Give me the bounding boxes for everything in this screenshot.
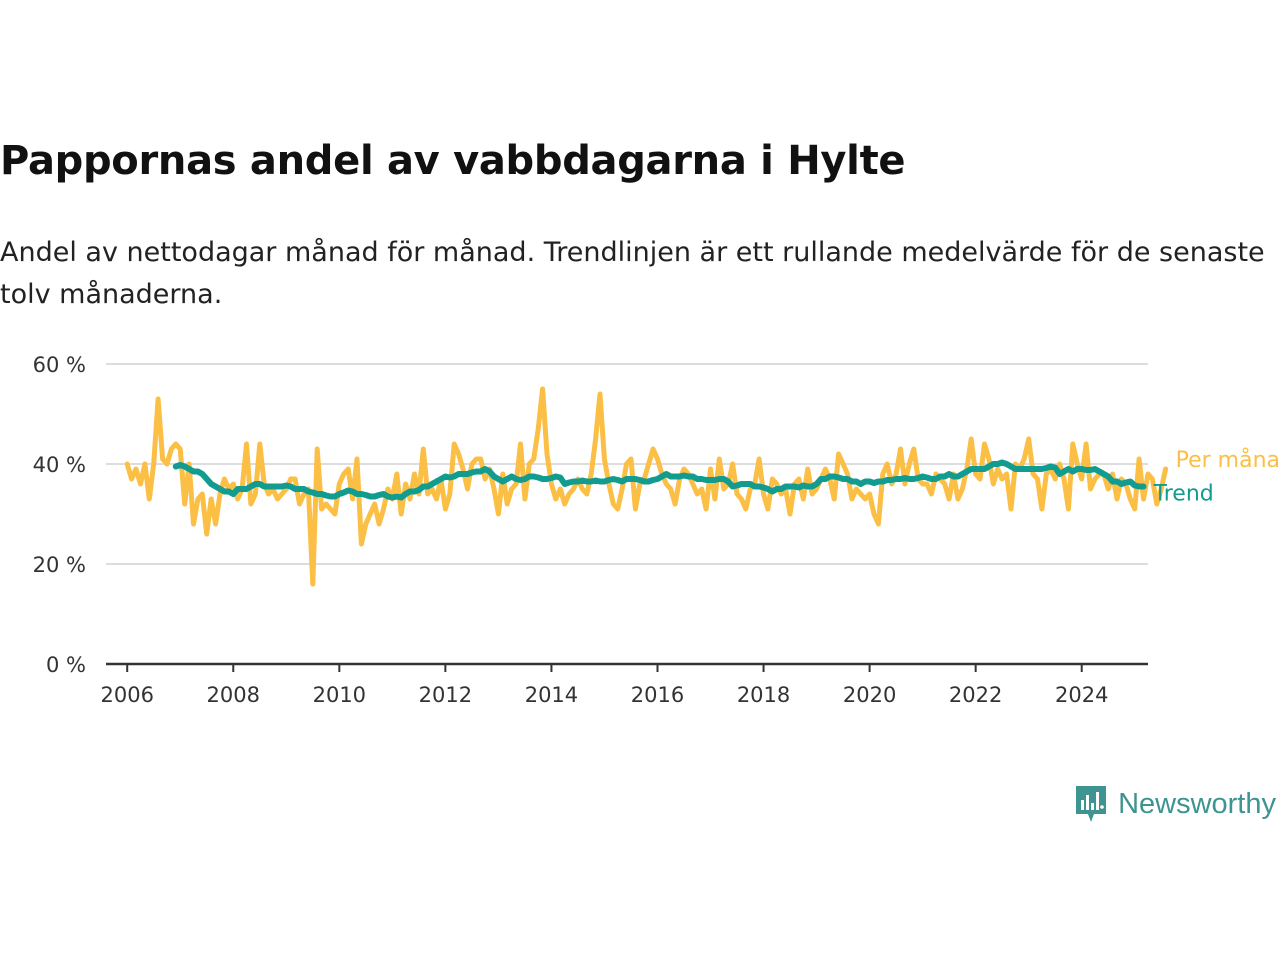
x-tick-label-2020: 2020 — [843, 683, 896, 707]
series-line-trend — [172, 459, 1147, 501]
line-chart: 0 % 20 % 40 % 60 % 2006 2008 2010 2012 2014 2016 2… — [33, 353, 1280, 707]
newsworthy-logo-icon — [1074, 784, 1108, 824]
x-tick-label-2008: 2008 — [207, 683, 260, 707]
y-tick-label-40: 40 % — [33, 453, 86, 477]
brand-name: Newsworthy — [1118, 787, 1276, 820]
x-tick-label-2024: 2024 — [1055, 683, 1108, 707]
brand-logo: Newsworthy — [1074, 784, 1276, 824]
series-line-per-manad — [124, 386, 1169, 587]
y-tick-label-0: 0 % — [46, 653, 86, 677]
x-tick-label-2006: 2006 — [100, 683, 153, 707]
x-tick-label-2018: 2018 — [737, 683, 790, 707]
series-labels: Per månad Trend — [1153, 447, 1280, 507]
chart-title: Pappornas andel av vabbdagarna i Hylte — [0, 138, 906, 184]
y-tick-label-60: 60 % — [33, 353, 86, 377]
x-tick-label-2016: 2016 — [631, 683, 684, 707]
x-tick-label-2022: 2022 — [949, 683, 1002, 707]
axes: 0 % 20 % 40 % 60 % 2006 2008 2010 2012 2014 2016 2… — [33, 353, 1148, 707]
series-label-trend: Trend — [1153, 482, 1214, 507]
x-tick-label-2014: 2014 — [525, 683, 578, 707]
series-lines — [124, 386, 1169, 587]
series-label-per-manad: Per månad — [1176, 447, 1280, 473]
chart-subtitle: Andel av nettodagar månad för månad. Tre… — [0, 237, 1265, 310]
x-tick-label-2010: 2010 — [313, 683, 366, 707]
y-tick-label-20: 20 % — [33, 553, 86, 577]
x-tick-label-2012: 2012 — [419, 683, 472, 707]
